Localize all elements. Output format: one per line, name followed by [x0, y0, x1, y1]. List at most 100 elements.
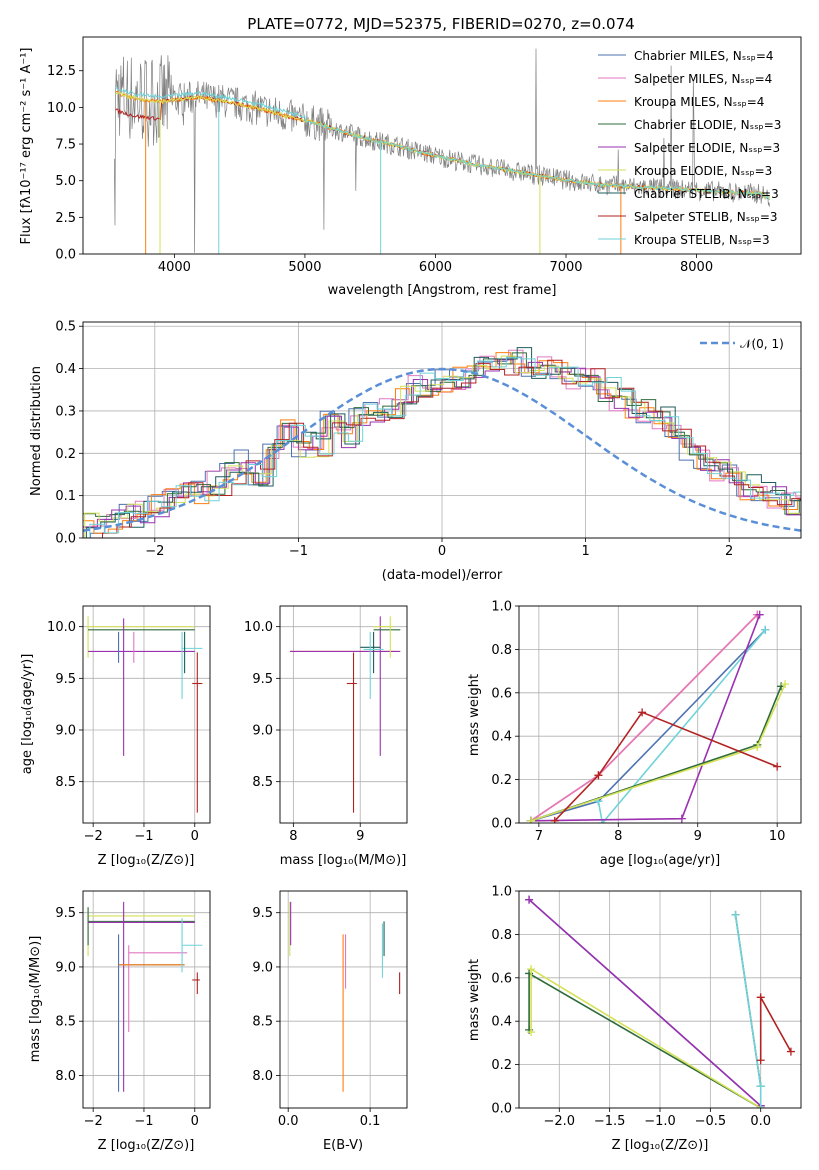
- svg-text:𝒩(0, 1): 𝒩(0, 1): [740, 337, 784, 351]
- svg-text:Kroupa ELODIE, Nₛₛₚ=3: Kroupa ELODIE, Nₛₛₚ=3: [634, 164, 772, 178]
- errorbar: [181, 631, 203, 699]
- y-tick-label: 0.6: [491, 686, 512, 701]
- axes-frame: −2 −1 0 8.0 8.5 9.0 9.5: [55, 890, 211, 1129]
- histogram-series: [83, 352, 801, 517]
- legend-entry: Kroupa STELIB, Nₛₛₚ=3: [598, 233, 770, 247]
- y-tick-label: 12.5: [47, 64, 76, 79]
- x-tick-label: −0.5: [695, 1114, 727, 1129]
- grid: [83, 891, 210, 1108]
- series-marker: [756, 993, 765, 1002]
- errorbar: [346, 652, 357, 813]
- errorbar: [192, 652, 203, 813]
- histogram-series: [83, 356, 801, 538]
- axes-border: [82, 321, 802, 539]
- axes-border: [518, 890, 802, 1109]
- series-marker: [526, 816, 535, 823]
- y-tick-label: 8.0: [252, 1069, 273, 1084]
- svg-text:Salpeter STELIB, Nₛₛₚ=3: Salpeter STELIB, Nₛₛₚ=3: [634, 210, 778, 224]
- y-tick-label: 0.1: [55, 489, 76, 504]
- svg-text:Kroupa STELIB, Nₛₛₚ=3: Kroupa STELIB, Nₛₛₚ=3: [634, 233, 770, 247]
- legend-entry: Salpeter MILES, Nₛₛₚ=4: [598, 72, 772, 86]
- x-tick-label: −2: [145, 544, 164, 559]
- y-tick-label: 0.2: [491, 773, 512, 788]
- axes-frame: −2.0 −1.5 −1.0 −0.5 0.0 0.0 0.2 0.4 0.6 0.8 1.0: [491, 885, 802, 1129]
- axes-border: [82, 605, 211, 824]
- x-tick-label: −1: [134, 829, 153, 844]
- y-tick-label: 5.0: [55, 174, 76, 189]
- y-tick-label: 2.5: [55, 211, 76, 226]
- series-marker: [755, 610, 764, 619]
- legend-entry: Salpeter ELODIE, Nₛₛₚ=3: [598, 141, 780, 155]
- histogram-series: [83, 359, 801, 538]
- x-tick-label: 0.0: [278, 1114, 299, 1129]
- series-line: [759, 994, 792, 1061]
- y-tick-label: 10.0: [47, 101, 76, 116]
- series-marker: [550, 816, 559, 823]
- plot-area: [87, 616, 203, 813]
- axes-frame: −2 −1 0 1 2 0.0 0.1 0.2 0.3 0.4 0.5: [55, 320, 802, 559]
- y-tick-label: 0.8: [491, 643, 512, 658]
- series-marker: [781, 680, 790, 689]
- histogram-series: [88, 359, 801, 538]
- axes-border: [279, 890, 408, 1109]
- y-tick-label: 0.0: [491, 817, 512, 832]
- age-mass-xlabel: mass [log₁₀(M/M⊙)]: [280, 853, 407, 868]
- x-tick-label: 0: [438, 544, 446, 559]
- errorbar: [290, 616, 401, 756]
- plot-area: [289, 901, 401, 1092]
- series-marker: [756, 1104, 765, 1108]
- massweight-vs-z-panel: −2.0 −1.5 −1.0 −0.5 0.0 0.0 0.2 0.4 0.6 0.8 1.0: [491, 885, 802, 1129]
- y-tick-label: 10.0: [244, 620, 273, 635]
- residual-panel: −2 −1 0 1 2 0.0 0.1 0.2 0.3 0.4 0.5: [55, 320, 802, 559]
- model-spectrum: [115, 91, 770, 201]
- series-line: [530, 614, 758, 822]
- y-tick-label: 10.0: [47, 620, 76, 635]
- y-tick-label: 9.5: [55, 906, 76, 921]
- spectrum-xlabel: wavelength [Angstrom, rest frame]: [328, 283, 557, 298]
- x-tick-label: 6000: [419, 260, 452, 275]
- y-tick-label: 8.0: [55, 1069, 76, 1084]
- x-tick-label: 0: [191, 1114, 199, 1129]
- y-tick-label: 8.5: [55, 1015, 76, 1030]
- x-tick-label: 0.0: [750, 1114, 771, 1129]
- errorbar: [87, 616, 195, 658]
- plot-area: [290, 616, 401, 813]
- series-line: [554, 711, 778, 822]
- errorbar: [88, 618, 195, 756]
- y-tick-label: 9.0: [252, 960, 273, 975]
- errorbar: [363, 631, 384, 699]
- errorbar: [128, 945, 188, 1033]
- y-tick-label: 0.5: [55, 320, 76, 335]
- plot-area: [87, 901, 203, 1092]
- series-line: [597, 629, 766, 823]
- x-tick-label: 5000: [288, 260, 321, 275]
- series-marker: [786, 1047, 795, 1056]
- mw-age-ylabel: mass weight: [467, 674, 482, 756]
- series-marker: [753, 743, 762, 752]
- x-tick-label: 1: [581, 544, 589, 559]
- svg-text:Chabrier ELODIE, Nₛₛₚ=3: Chabrier ELODIE, Nₛₛₚ=3: [634, 118, 781, 132]
- x-tick-label: 8: [289, 829, 297, 844]
- residual-legend: 𝒩(0, 1): [700, 337, 784, 351]
- series-marker: [756, 1056, 765, 1065]
- y-tick-label: 0.0: [491, 1102, 512, 1117]
- axes-frame: −2 −1 0 8.5 9.0 9.5 10.0: [47, 605, 211, 844]
- axes-frame: 0.0 0.1 8.0 8.5 9.0 9.5: [252, 890, 408, 1129]
- series-marker: [731, 910, 740, 919]
- y-tick-label: 0.4: [491, 1015, 512, 1030]
- axes-border: [82, 36, 802, 255]
- series-marker: [594, 771, 603, 780]
- mass-ebv-xlabel: E(B-V): [323, 1138, 363, 1153]
- errorbar: [88, 901, 195, 1092]
- axes-frame: 4000 5000 6000 7000 8000 0.0 2.5 5.0 7.5 10.0 12.5: [47, 36, 802, 275]
- legend-entry: Chabrier MILES, Nₛₛₚ=4: [598, 49, 774, 63]
- y-tick-label: 0.6: [491, 971, 512, 986]
- x-tick-label: −1.5: [594, 1114, 626, 1129]
- errorbar: [87, 907, 195, 946]
- axes-border: [82, 890, 211, 1109]
- series-line: [530, 967, 762, 1108]
- mass-vs-ebv-panel: 0.0 0.1 8.0 8.5 9.0 9.5: [252, 890, 408, 1129]
- series-marker: [527, 1028, 536, 1037]
- y-tick-label: 9.5: [55, 672, 76, 687]
- legend-entry: Kroupa MILES, Nₛₛₚ=4: [598, 95, 764, 109]
